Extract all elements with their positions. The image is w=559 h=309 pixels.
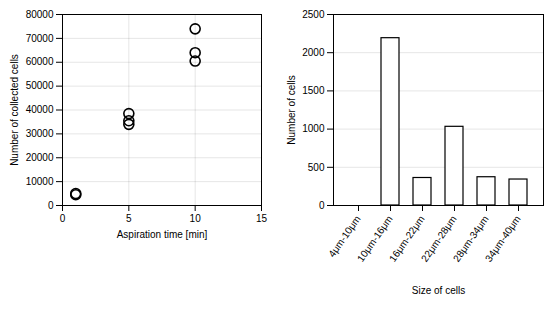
- svg-text:34μm-40μm: 34μm-40μm: [483, 213, 523, 263]
- svg-text:60000: 60000: [26, 56, 54, 67]
- svg-text:Number of cells: Number of cells: [286, 75, 297, 144]
- svg-text:70000: 70000: [26, 33, 54, 44]
- svg-text:0: 0: [60, 213, 66, 224]
- svg-text:2500: 2500: [302, 9, 325, 20]
- svg-text:22μm-28μm: 22μm-28μm: [418, 213, 459, 264]
- svg-text:Aspiration time [min]: Aspiration time [min]: [117, 229, 208, 240]
- svg-text:80000: 80000: [26, 9, 54, 20]
- svg-text:10: 10: [190, 213, 202, 224]
- svg-text:30000: 30000: [26, 128, 54, 139]
- svg-text:10μm-16μm: 10μm-16μm: [354, 213, 395, 264]
- svg-text:1500: 1500: [302, 85, 325, 96]
- svg-text:500: 500: [308, 162, 325, 173]
- svg-text:Number of collected cells: Number of collected cells: [9, 54, 20, 166]
- svg-text:0: 0: [319, 200, 325, 211]
- svg-text:0: 0: [48, 200, 54, 211]
- svg-text:5: 5: [126, 213, 132, 224]
- svg-text:28μm-34μm: 28μm-34μm: [450, 213, 491, 264]
- svg-text:50000: 50000: [26, 80, 54, 91]
- svg-text:2000: 2000: [302, 47, 325, 58]
- svg-text:15: 15: [256, 213, 268, 224]
- svg-text:16μm-22μm: 16μm-22μm: [386, 213, 427, 264]
- svg-text:10000: 10000: [26, 176, 54, 187]
- svg-text:4μm-10μm: 4μm-10μm: [326, 213, 363, 259]
- svg-text:20000: 20000: [26, 152, 54, 163]
- svg-text:1000: 1000: [302, 123, 325, 134]
- svg-text:40000: 40000: [26, 104, 54, 115]
- svg-text:Size of cells: Size of cells: [412, 285, 465, 296]
